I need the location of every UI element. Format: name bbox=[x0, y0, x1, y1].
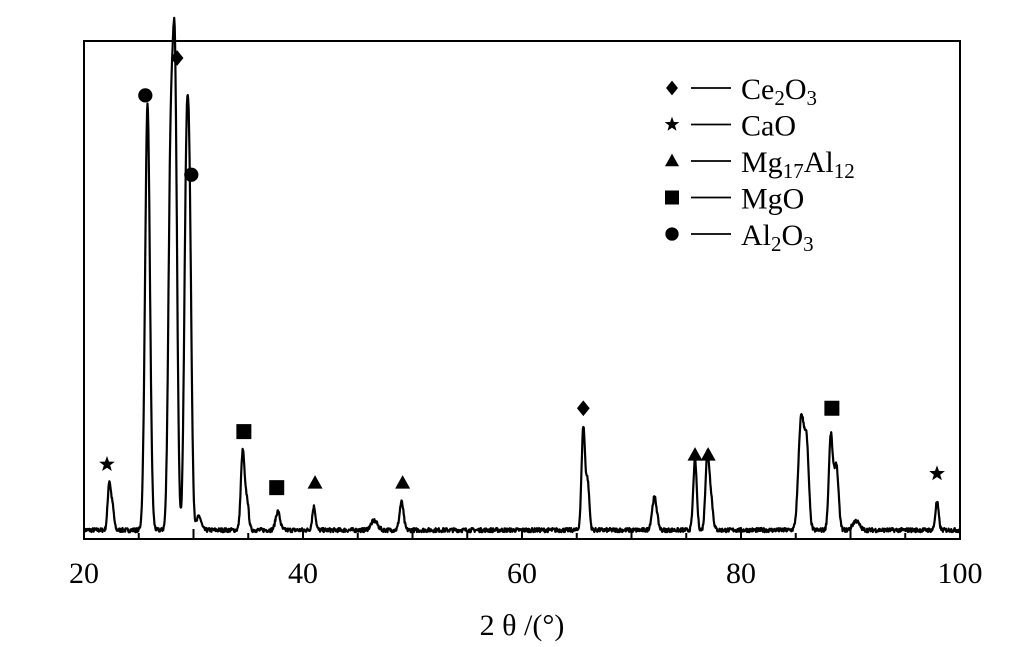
legend-text-part: Mg bbox=[741, 146, 783, 179]
triangle-marker bbox=[307, 475, 323, 489]
legend-subscript: 17 bbox=[783, 159, 804, 183]
legend-entry-label: Mg17Al12 bbox=[741, 146, 855, 183]
legend-subscript: 2 bbox=[771, 232, 782, 256]
legend-text-part: Ce bbox=[741, 73, 774, 106]
legend-text-part: MgO bbox=[741, 183, 804, 216]
legend-text-part: CaO bbox=[741, 110, 796, 143]
legend-subscript: 12 bbox=[834, 159, 855, 183]
legend-square-icon bbox=[665, 190, 679, 205]
legend-text-part: Al bbox=[804, 146, 834, 179]
legend-diamond-icon bbox=[666, 80, 678, 96]
circle-marker bbox=[184, 167, 199, 182]
square-marker bbox=[824, 400, 840, 416]
diamond-marker bbox=[170, 50, 184, 66]
triangle-marker bbox=[700, 447, 716, 461]
diamond-marker bbox=[576, 400, 590, 417]
star-marker bbox=[99, 456, 115, 471]
legend-circle-icon bbox=[665, 227, 679, 241]
x-tick-label: 80 bbox=[726, 557, 756, 590]
triangle-marker bbox=[687, 447, 703, 461]
triangle-marker bbox=[395, 475, 411, 489]
legend-text-part: Al bbox=[741, 219, 771, 252]
legend-star-icon bbox=[664, 116, 680, 131]
star-marker bbox=[929, 465, 945, 481]
legend-subscript: 3 bbox=[807, 86, 818, 110]
x-tick-label: 20 bbox=[69, 557, 99, 590]
legend-entry-label: Al2O3 bbox=[741, 219, 814, 256]
circle-marker bbox=[138, 88, 153, 103]
square-marker bbox=[236, 424, 252, 440]
legend-text-part: O bbox=[785, 73, 807, 106]
phase-markers bbox=[99, 50, 945, 496]
x-tick-labels: 20 40 60 80 100 bbox=[69, 557, 983, 590]
legend-entry-label: CaO bbox=[741, 110, 796, 143]
x-tick-label: 60 bbox=[507, 557, 537, 590]
x-tick-label: 100 bbox=[938, 557, 983, 590]
diffraction-pattern-line bbox=[82, 16, 961, 534]
legend-subscript: 3 bbox=[803, 232, 814, 256]
x-axis-label: 2 θ /(°) bbox=[480, 609, 565, 642]
square-marker bbox=[269, 480, 285, 496]
x-tick-label: 40 bbox=[288, 557, 318, 590]
legend-entry-label: MgO bbox=[741, 183, 804, 216]
legend-text-part: O bbox=[782, 219, 804, 252]
legend-entry-label: Ce2O3 bbox=[741, 73, 817, 110]
legend-triangle-icon bbox=[665, 153, 679, 167]
legend-subscript: 2 bbox=[774, 86, 785, 110]
